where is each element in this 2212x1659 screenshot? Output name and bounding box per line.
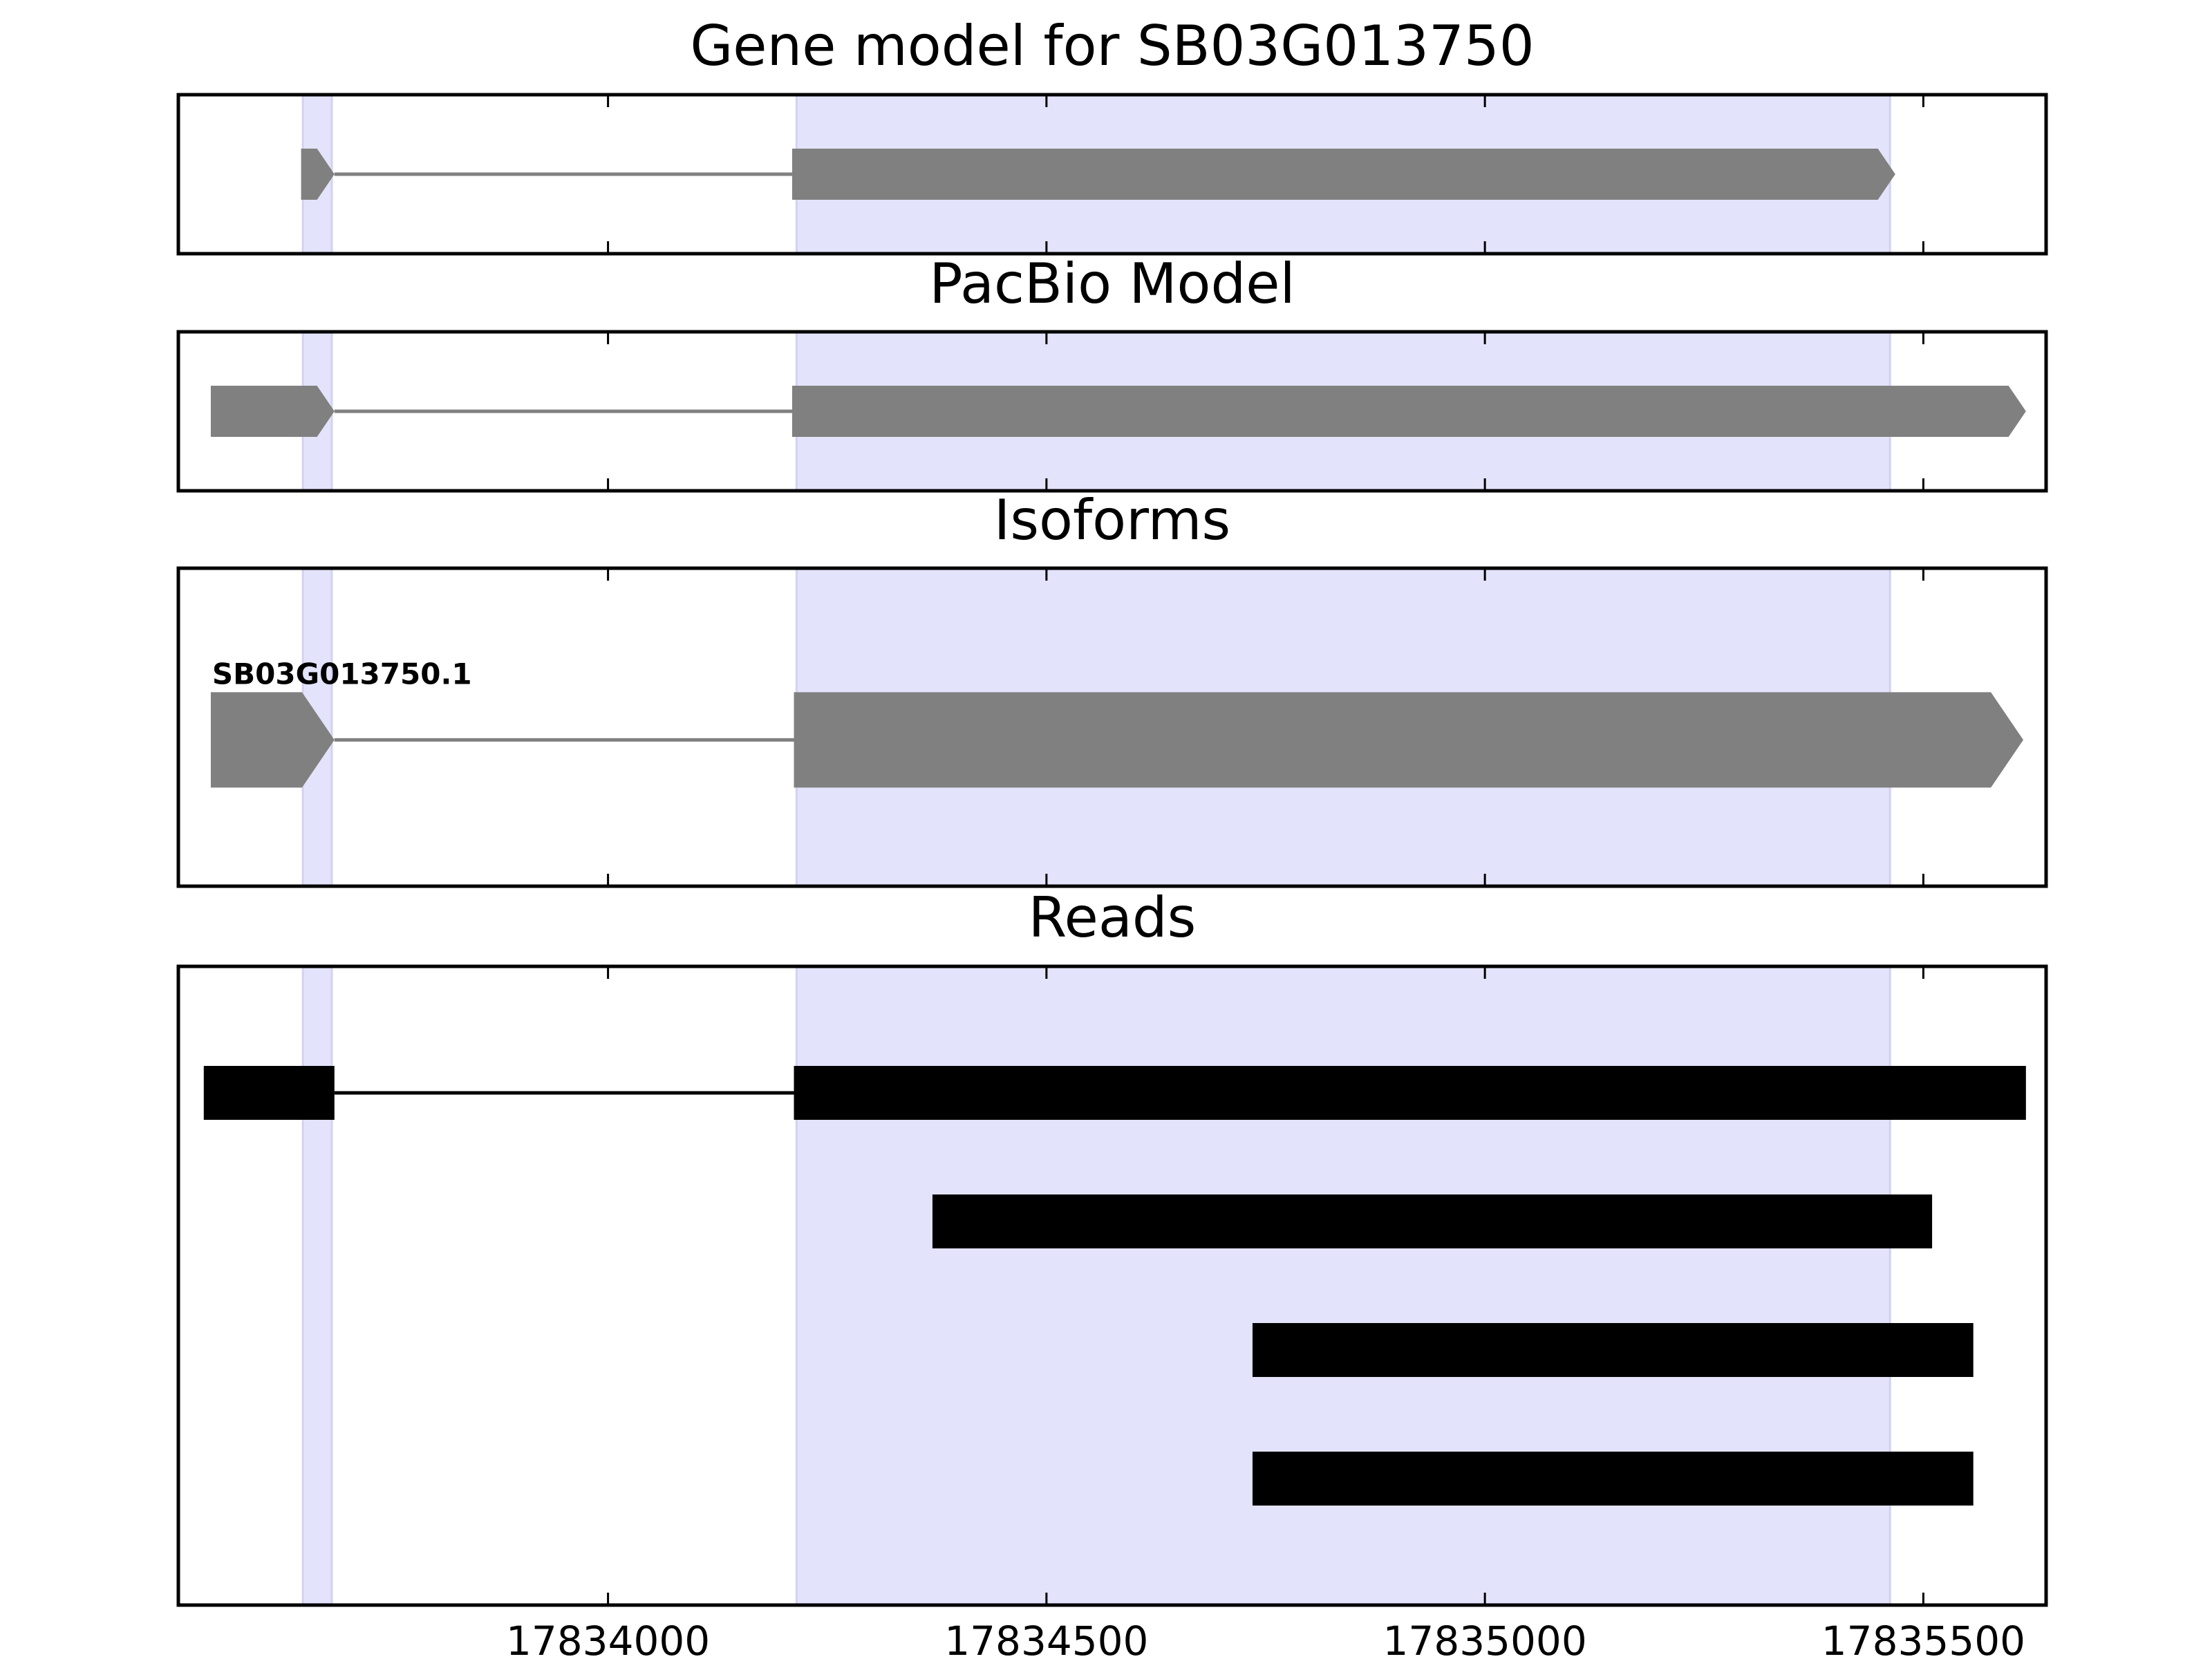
panel-frame (176, 566, 2048, 888)
read-block (1252, 1323, 1974, 1377)
panel-reads: Reads (176, 885, 2048, 1607)
panel-title: Gene model for SB03G013750 (690, 14, 1534, 78)
x-tick-label: 17834500 (944, 1618, 1148, 1659)
exon-block (791, 149, 1895, 200)
read-block (203, 1066, 335, 1120)
panel-gene_model: Gene model for SB03G013750 (176, 14, 2048, 256)
highlight-region (795, 965, 1891, 1606)
read (203, 1066, 2026, 1120)
panel-pacbio: PacBio Model (176, 252, 2048, 493)
exon-block (210, 386, 335, 437)
transcript-model: SB03G013750.1 (210, 657, 2024, 788)
exon-block (791, 386, 2026, 437)
read-block (794, 1066, 2026, 1120)
panel-frame (176, 93, 2048, 256)
exon-block (301, 149, 335, 200)
exon-block (210, 692, 335, 788)
panel-title: PacBio Model (929, 252, 1295, 316)
isoform-label: SB03G013750.1 (212, 657, 472, 691)
read-block (932, 1194, 1933, 1248)
panel-frame (176, 330, 2048, 493)
panel-title: Isoforms (994, 488, 1230, 552)
read (1252, 1452, 1974, 1506)
panel-isoforms: Isoforms SB03G013750.1 (176, 488, 2048, 888)
x-tick-label: 17834000 (506, 1618, 710, 1659)
read-block (1252, 1452, 1974, 1506)
panel-frame (176, 964, 2048, 1607)
x-tick-label: 17835500 (1821, 1618, 2025, 1659)
transcript-model (210, 386, 2026, 437)
read (932, 1194, 1933, 1248)
x-tick-label: 17835000 (1383, 1618, 1587, 1659)
exon-block (794, 692, 2024, 788)
highlight-region (301, 965, 333, 1606)
transcript-model (301, 149, 1895, 200)
plot-layer: Gene model for SB03G013750 PacBio Model Is… (176, 14, 2048, 1659)
read (1252, 1323, 1974, 1377)
panel-title: Reads (1029, 885, 1197, 950)
